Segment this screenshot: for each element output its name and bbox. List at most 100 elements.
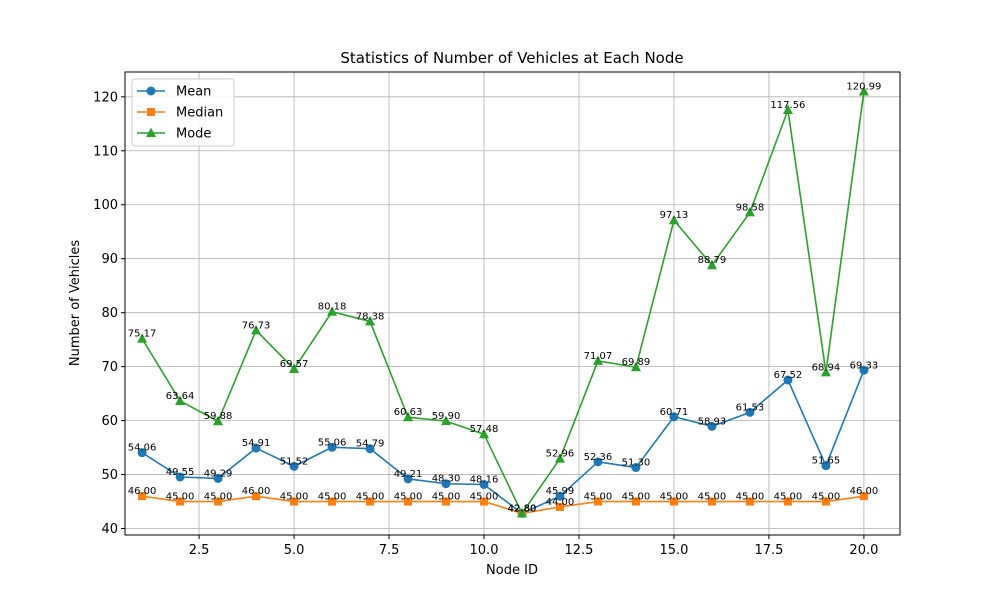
y-axis: 40 50 60 70 80 90 100 110 120 [93,90,125,537]
legend: Mean Median Mode [131,78,235,147]
mean-point [783,375,793,385]
mode-data-label: 59.88 [204,411,233,422]
mode-point [592,355,603,365]
mean-point [859,365,869,375]
mean-point [593,457,603,467]
series-mode [137,85,869,518]
mean-data-label: 69.33 [850,360,879,371]
mode-data-label: 117.56 [770,100,805,111]
mode-data-label: 80.18 [318,302,347,313]
median-point [138,492,147,501]
mean-data-label: 67.52 [774,370,803,381]
series-layer [137,85,869,518]
mode-data-label: 57.48 [470,424,499,435]
median-data-label: 45.00 [660,492,689,503]
mode-data-label: 120.99 [846,81,881,92]
median-data-label: 45.00 [698,492,727,503]
mean-data-label: 51.65 [812,456,841,467]
mean-point [175,472,185,482]
mode-point [441,415,452,426]
median-data-label: 45.00 [774,492,803,503]
median-data-label: 45.00 [736,492,765,503]
mode-data-label: 88.79 [698,255,727,266]
mean-data-label: 54.79 [356,439,385,450]
mode-line [141,91,865,515]
mode-data-label: 69.89 [622,357,651,368]
mode-point [251,324,262,335]
mode-point [744,206,755,217]
median-point [214,497,223,506]
median-data-label: 45.00 [470,492,499,503]
y-tick-label: 70 [101,360,118,375]
x-tick-label: 10.0 [470,543,499,558]
legend-item-median: Median [137,106,223,121]
mean-data-label: 51.52 [280,456,309,467]
mean-data-label: 55.06 [318,437,347,448]
median-point [555,502,564,511]
median-point [404,497,413,506]
median-data-label: 45.00 [812,492,841,503]
median-data-label: 45.00 [318,492,347,503]
mean-data-label: 49.55 [166,467,195,478]
mode-point [858,85,869,96]
y-tick-label: 90 [101,252,118,267]
mode-data-label: 76.73 [242,320,271,331]
mean-point [821,461,831,471]
mean-point [289,461,299,471]
y-tick-label: 120 [93,90,118,105]
mean-point [631,463,641,473]
mean-point [669,412,679,422]
mean-point [479,479,489,489]
median-point [366,497,375,506]
median-data-label: 44.00 [546,497,575,508]
mean-data-label: 54.91 [242,438,271,449]
mode-point [403,411,414,422]
mean-data-label: 48.16 [470,474,499,485]
x-tick-label: 7.5 [379,543,400,558]
mode-data-label: 63.64 [166,391,195,402]
legend-marker [146,86,156,96]
median-data-label: 46.00 [850,486,879,497]
mode-data-label: 59.90 [432,411,461,422]
mean-line [141,369,865,515]
mean-data-label: 45.99 [546,486,575,497]
series-median [138,492,868,518]
legend-box [131,78,235,147]
mean-data-label: 60.71 [660,407,689,418]
mean-point [327,442,337,452]
mode-point [820,366,831,377]
mean-point [555,491,565,501]
mode-data-label: 98.58 [736,202,765,213]
mode-point [668,214,679,225]
mean-point [137,448,147,458]
mean-data-label: 54.06 [128,443,157,454]
mean-data-label: 49.21 [394,469,423,480]
mode-data-label: 97.13 [660,210,689,221]
plot-frame [124,71,901,536]
median-data-label: 46.00 [128,486,157,497]
mean-data-label: 51.30 [622,458,651,469]
mean-point [403,474,413,484]
median-point [480,497,489,506]
median-data-label: 46.00 [242,486,271,497]
legend-item-mode: Mode [137,127,211,142]
mode-data-label: 68.94 [812,362,841,373]
median-point [252,492,261,501]
median-data-label: 45.00 [204,492,233,503]
y-tick-label: 40 [101,522,118,537]
median-data-label: 45.00 [432,492,461,503]
grid [125,72,900,535]
legend-item-mean: Mean [137,85,211,100]
median-point [593,497,602,506]
x-axis-label: Node ID [486,563,538,578]
mode-data-label: 71.07 [584,351,613,362]
median-point [176,497,185,506]
x-tick-label: 5.0 [284,543,305,558]
mode-point [175,395,186,405]
data-labels: 54.06 49.55 49.29 54.91 51.52 55.06 54.79 49.21… [128,81,882,514]
legend-marker [147,108,155,116]
mode-data-label: 52.96 [546,449,575,460]
median-point [783,497,792,506]
median-data-label: 45.00 [356,492,385,503]
